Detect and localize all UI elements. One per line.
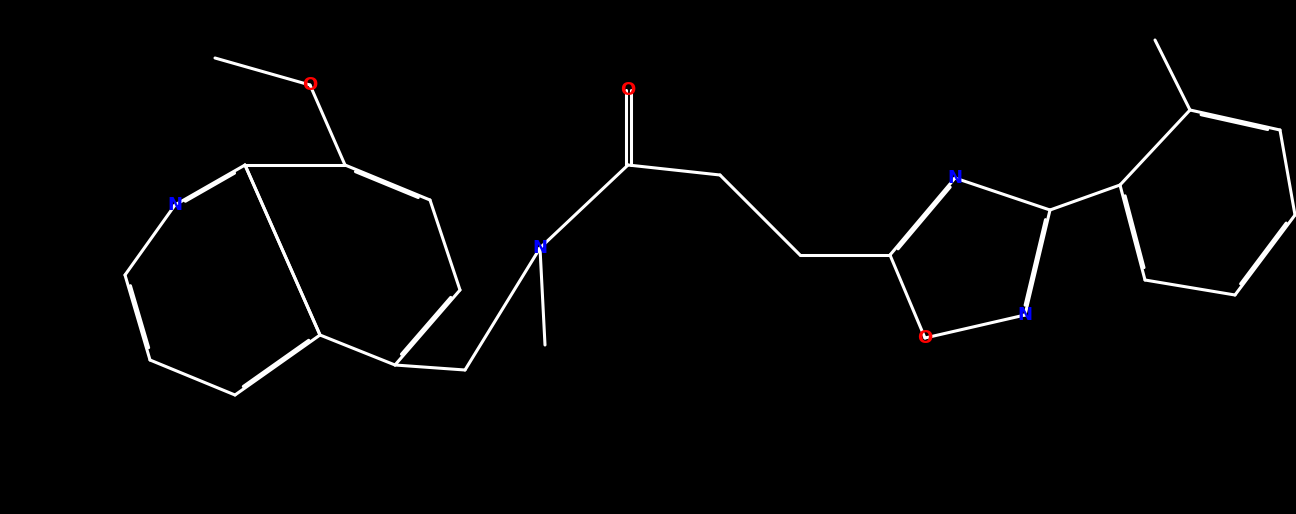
Text: N: N xyxy=(1017,306,1033,324)
Text: N: N xyxy=(533,239,547,257)
Text: N: N xyxy=(947,169,963,187)
Text: O: O xyxy=(302,76,318,94)
Text: O: O xyxy=(621,81,635,99)
Text: O: O xyxy=(918,329,933,347)
Text: N: N xyxy=(167,196,183,214)
